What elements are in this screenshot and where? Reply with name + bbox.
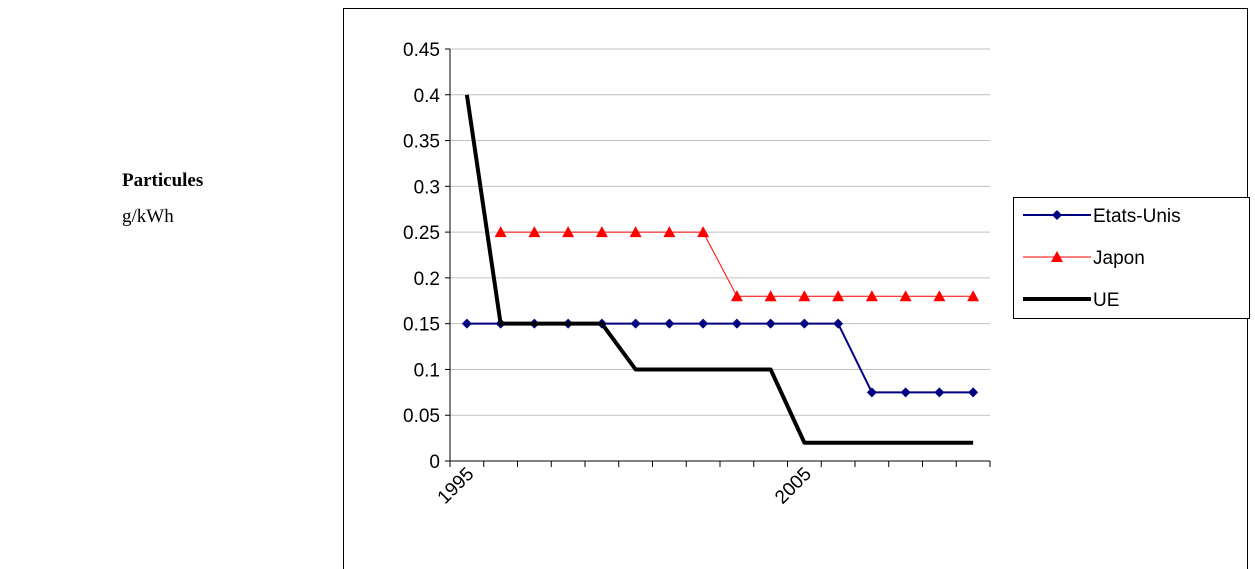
marker [663, 226, 676, 238]
legend-label: Etats-Unis [1093, 206, 1181, 227]
marker [832, 290, 845, 302]
legend-marker [1052, 210, 1062, 220]
marker [764, 290, 777, 302]
marker [799, 318, 810, 329]
marker [933, 290, 946, 302]
marker [528, 226, 541, 238]
marker [461, 318, 472, 329]
series-line [466, 322, 974, 394]
marker [494, 226, 507, 238]
marker [833, 318, 844, 329]
series-line [500, 231, 974, 297]
y-tick-label: 0.45 [403, 40, 440, 61]
legend-marker [1051, 251, 1063, 262]
legend-label: UE [1093, 290, 1119, 311]
y-tick-label: 0.2 [414, 269, 440, 290]
marker [731, 318, 742, 329]
y-tick-label: 0.25 [403, 223, 440, 244]
y-tick-label: 0.1 [414, 360, 440, 381]
marker [765, 318, 776, 329]
marker [730, 290, 743, 302]
marker [967, 290, 980, 302]
marker [968, 387, 979, 398]
legend-label: Japon [1093, 248, 1145, 269]
marker [698, 318, 709, 329]
marker [664, 318, 675, 329]
y-tick-label: 0.35 [403, 132, 440, 153]
series-line [464, 94, 974, 445]
marker [595, 226, 608, 238]
y-label: Particules [122, 170, 203, 191]
x-tick-label: 1995 [434, 464, 479, 509]
marker [798, 290, 811, 302]
y-tick-label: 0.15 [403, 315, 440, 336]
y-tick-label: 0.4 [414, 86, 441, 107]
marker [934, 387, 945, 398]
marker [562, 226, 575, 238]
x-tick-label: 2005 [771, 464, 816, 509]
marker [630, 318, 641, 329]
y-tick-label: 0 [429, 452, 440, 473]
marker [629, 226, 642, 238]
marker [697, 226, 710, 238]
marker [900, 387, 911, 398]
marker [866, 387, 877, 398]
y-tick-label: 0.3 [414, 177, 440, 198]
marker [865, 290, 878, 302]
y-tick-label: 0.05 [403, 406, 440, 427]
y-unit: g/kWh [122, 206, 174, 227]
marker [899, 290, 912, 302]
